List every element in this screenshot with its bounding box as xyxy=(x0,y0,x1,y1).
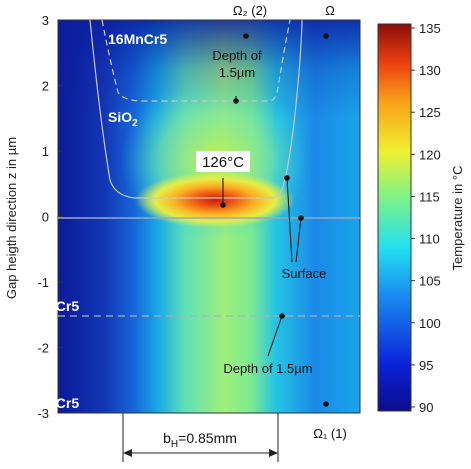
annotation-leaders xyxy=(220,33,329,407)
colorbar-tick-label: 95 xyxy=(419,358,433,373)
depth-bottom-label: Depth of 1.5µm xyxy=(223,361,312,376)
colorbar-tick-label: 130 xyxy=(419,63,441,78)
y-tick-label: 2 xyxy=(42,79,49,94)
width-dimension xyxy=(122,413,279,462)
width-label: bH=0.85mm xyxy=(163,430,237,450)
y-tick-label: -2 xyxy=(37,341,49,356)
omega1-label: Ω₁ (1) xyxy=(313,426,347,441)
colorbar-ticks: 135 130 125 120 115 110 105 100 95 90 xyxy=(411,21,441,415)
y-ticks: 3 2 1 0 -1 -2 -3 xyxy=(37,13,63,421)
y-tick-label: 0 xyxy=(42,210,49,225)
y-axis-label: Gap heigth direction z in µm xyxy=(4,137,19,299)
peak-label: 126°C xyxy=(202,154,244,171)
colorbar xyxy=(377,23,412,412)
peak-label-box xyxy=(196,151,250,172)
omega2-point xyxy=(243,33,249,39)
colorbar-tick-label: 125 xyxy=(419,105,441,120)
sio2-label: SiO2 xyxy=(108,109,138,129)
heatmap-field xyxy=(58,20,360,413)
omega-label: Ω xyxy=(325,3,335,18)
y-tick-label: 3 xyxy=(42,13,49,28)
y-tick-label: -1 xyxy=(37,275,49,290)
material-top-label: 16MnCr5 xyxy=(108,31,167,47)
y-tick-label: 1 xyxy=(42,144,49,159)
colorbar-tick-label: 100 xyxy=(419,316,441,331)
omega-point xyxy=(323,33,329,39)
y-tick-label: -3 xyxy=(37,406,49,421)
depth-top-label-line1: Depth of xyxy=(212,48,262,63)
colorbar-tick-label: 105 xyxy=(419,274,441,289)
surface-label: Surface xyxy=(282,266,327,281)
colorbar-tick-label: 120 xyxy=(419,147,441,162)
colorbar-tick-label: 90 xyxy=(419,400,433,415)
omega2-label: Ω₂ (2) xyxy=(233,3,267,18)
omega1-point xyxy=(323,401,329,407)
material-boundaries xyxy=(58,19,360,317)
colorbar-label: Temperature in °C xyxy=(450,166,465,271)
material-mid-label: 16MnCr5 xyxy=(20,298,79,314)
colorbar-tick-label: 115 xyxy=(419,189,440,204)
colorbar-tick-label: 110 xyxy=(419,232,440,247)
colorbar-tick-label: 135 xyxy=(419,21,441,36)
depth-top-label-line2: 1.5µm xyxy=(219,65,255,80)
material-bottom-label: 16MnCr5 xyxy=(20,395,79,411)
